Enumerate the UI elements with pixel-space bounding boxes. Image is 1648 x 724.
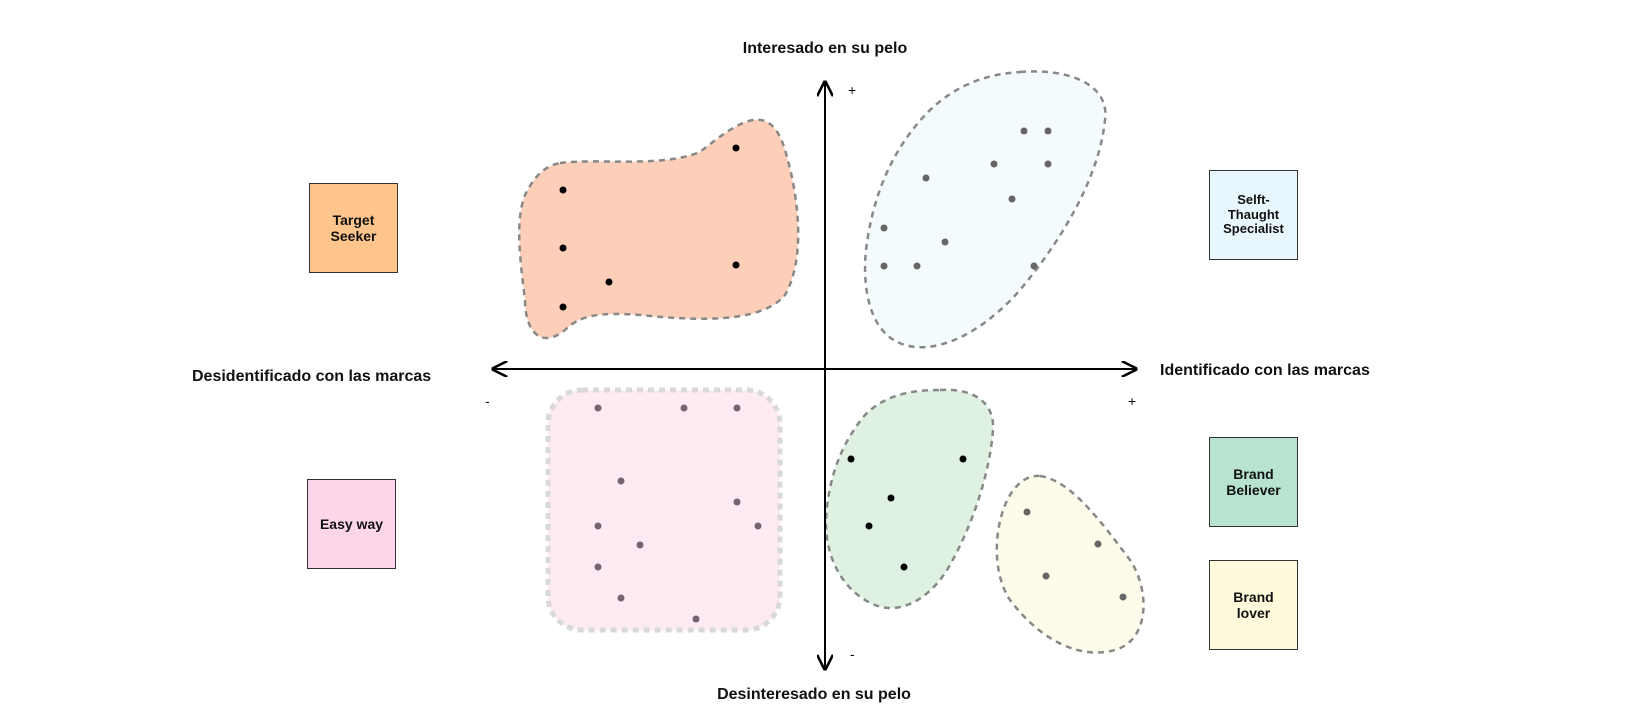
dot <box>880 262 888 270</box>
dot <box>913 262 921 270</box>
dot <box>1008 195 1016 203</box>
cluster-selft-thaught-specialist[interactable] <box>863 70 1107 349</box>
dot <box>900 563 908 571</box>
axis-label-right: Identificado con las marcas <box>1160 362 1370 379</box>
dot <box>880 224 888 232</box>
dot <box>847 455 855 463</box>
dot <box>990 160 998 168</box>
axis-label-left: Desidentificado con las marcas <box>192 368 431 385</box>
dot <box>754 522 762 530</box>
dot <box>617 477 625 485</box>
dot <box>959 455 967 463</box>
axis-label-top: Interesado en su pelo <box>743 40 908 57</box>
brand-believer-dots <box>847 455 967 571</box>
target-seeker-dots <box>559 144 740 311</box>
note-target-seeker[interactable]: Target Seeker <box>309 183 398 273</box>
dot <box>636 541 644 549</box>
cluster-target-seeker[interactable] <box>518 118 800 340</box>
dot <box>594 563 602 571</box>
dot <box>732 261 740 269</box>
selft-thaught-dots <box>880 127 1052 270</box>
note-easy-way[interactable]: Easy way <box>307 479 396 569</box>
brand-lover-dots <box>1023 508 1127 601</box>
dot <box>559 244 567 252</box>
dot <box>732 144 740 152</box>
dot <box>559 303 567 311</box>
easy-way-dots <box>594 404 762 623</box>
dot <box>1094 540 1102 548</box>
dot <box>594 522 602 530</box>
note-brand-believer[interactable]: Brand Believer <box>1209 437 1298 527</box>
note-brand-lover[interactable]: Brand lover <box>1209 560 1298 650</box>
dot <box>692 615 700 623</box>
cluster-brand-believer[interactable] <box>824 388 995 610</box>
dot <box>941 238 949 246</box>
dot <box>733 498 741 506</box>
dot <box>605 278 613 286</box>
sign-plus-y: + <box>848 82 856 98</box>
dot <box>1023 508 1031 516</box>
dot <box>617 594 625 602</box>
dot <box>887 494 895 502</box>
dot <box>1119 593 1127 601</box>
dot <box>1044 127 1052 135</box>
dot <box>1020 127 1028 135</box>
dot <box>594 404 602 412</box>
dot <box>680 404 688 412</box>
cluster-easy-way[interactable] <box>545 387 783 633</box>
dot <box>559 186 567 194</box>
dot <box>733 404 741 412</box>
note-selft-thaught-specialist[interactable]: Selft- Thaught Specialist <box>1209 170 1298 260</box>
sign-plus-x: + <box>1128 393 1136 409</box>
axis-label-bottom: Desinteresado en su pelo <box>717 686 911 703</box>
dot <box>1030 262 1038 270</box>
sign-minus-y: - <box>850 646 855 662</box>
sign-minus-x: - <box>485 393 490 409</box>
cluster-brand-lover[interactable] <box>995 474 1145 654</box>
dot <box>1042 572 1050 580</box>
dot <box>922 174 930 182</box>
dot <box>865 522 873 530</box>
dot <box>1044 160 1052 168</box>
